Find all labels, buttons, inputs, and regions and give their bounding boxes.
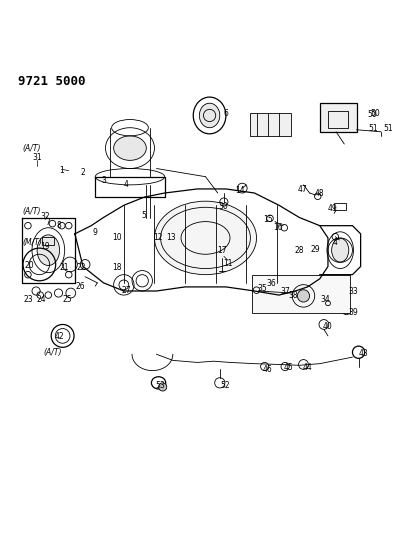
Text: 43: 43	[359, 349, 369, 358]
Text: 42: 42	[55, 332, 64, 341]
Text: 12: 12	[153, 232, 162, 241]
Ellipse shape	[114, 136, 146, 160]
Text: 52: 52	[220, 381, 230, 390]
Text: (A/T): (A/T)	[43, 348, 62, 357]
Circle shape	[159, 383, 167, 391]
Ellipse shape	[199, 103, 220, 128]
Text: 24: 24	[37, 295, 46, 304]
Bar	[334, 203, 346, 210]
Text: 17: 17	[217, 246, 226, 255]
Text: 16: 16	[273, 223, 283, 232]
Text: 28: 28	[295, 246, 304, 255]
Text: 20: 20	[24, 261, 34, 270]
Text: 50: 50	[371, 109, 381, 118]
Text: 1: 1	[59, 166, 64, 175]
Text: 22: 22	[76, 263, 86, 272]
Text: 13: 13	[166, 232, 175, 241]
Text: 9: 9	[92, 228, 97, 237]
Text: 23: 23	[24, 295, 34, 304]
Text: 37: 37	[280, 287, 290, 296]
Text: 19: 19	[40, 243, 49, 252]
Text: 6: 6	[224, 109, 229, 118]
Text: 44: 44	[302, 363, 312, 372]
Text: (A/T): (A/T)	[23, 143, 41, 152]
Text: 39: 39	[349, 308, 358, 317]
Text: 26: 26	[75, 281, 85, 290]
Text: 50: 50	[367, 110, 377, 119]
Ellipse shape	[332, 238, 349, 262]
Text: 2: 2	[81, 168, 85, 177]
Text: 5: 5	[141, 211, 146, 220]
Text: 18: 18	[112, 263, 122, 272]
Text: 53: 53	[155, 381, 165, 390]
Text: 38: 38	[289, 292, 298, 301]
Text: 45: 45	[284, 363, 293, 372]
Ellipse shape	[297, 290, 309, 302]
Bar	[328, 111, 349, 128]
Bar	[250, 114, 291, 136]
Bar	[252, 274, 351, 313]
Text: 48: 48	[314, 189, 324, 198]
Text: 33: 33	[349, 287, 358, 296]
Text: 11: 11	[223, 259, 233, 268]
Bar	[42, 237, 55, 245]
Text: 21: 21	[59, 263, 69, 272]
Text: 49: 49	[327, 204, 337, 213]
Text: 47: 47	[298, 185, 307, 194]
Text: 4: 4	[124, 180, 129, 189]
Text: 4: 4	[333, 238, 338, 246]
Text: 25: 25	[63, 295, 72, 304]
Text: 10: 10	[112, 233, 122, 243]
Text: 31: 31	[32, 152, 42, 161]
Text: (M/T): (M/T)	[22, 238, 42, 246]
Text: 9721 5000: 9721 5000	[18, 75, 85, 87]
Text: 46: 46	[263, 365, 273, 374]
Text: 35: 35	[258, 284, 268, 293]
Text: 3: 3	[101, 176, 106, 185]
Text: 51: 51	[368, 124, 378, 133]
Bar	[320, 103, 356, 132]
Text: 51: 51	[383, 124, 393, 133]
Text: (A/T): (A/T)	[23, 207, 41, 216]
Text: 30: 30	[218, 201, 228, 211]
Ellipse shape	[37, 235, 60, 265]
Text: 8: 8	[56, 221, 61, 230]
Text: 29: 29	[310, 245, 320, 254]
Text: 7: 7	[45, 219, 50, 227]
Text: 32: 32	[40, 212, 50, 221]
Text: 14: 14	[236, 187, 245, 196]
Text: 27: 27	[121, 286, 131, 295]
Text: 36: 36	[266, 279, 276, 288]
Text: 15: 15	[263, 215, 272, 224]
Text: 40: 40	[322, 322, 332, 332]
Ellipse shape	[155, 201, 256, 274]
Text: 34: 34	[320, 295, 330, 304]
